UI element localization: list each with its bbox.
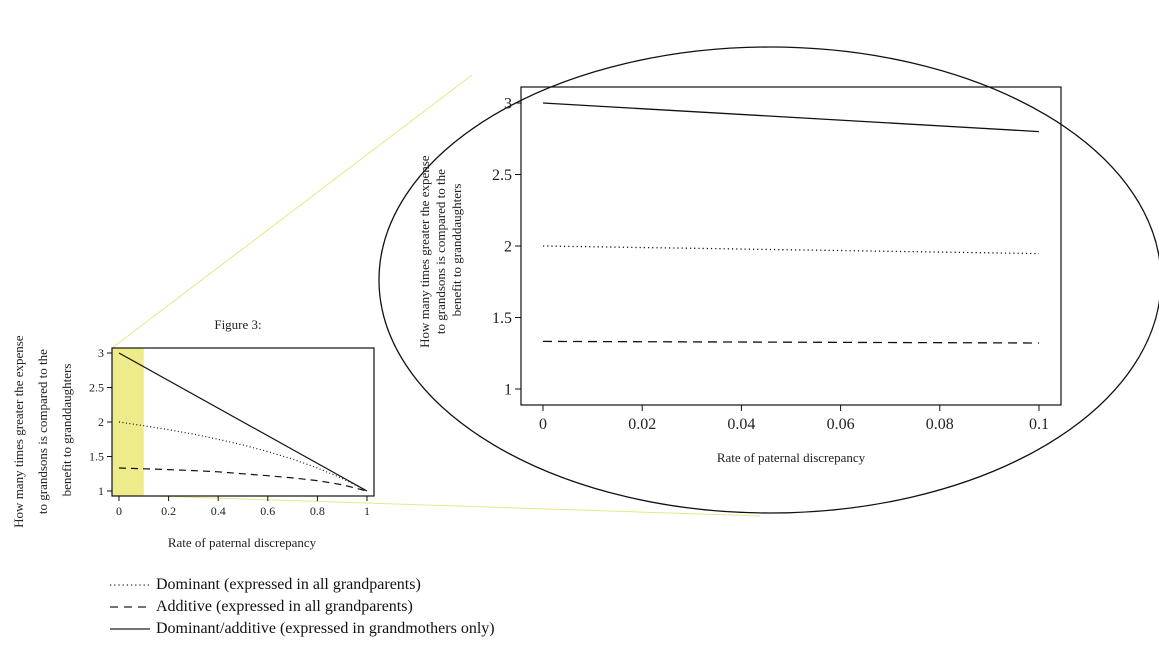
legend-swatch-dotted xyxy=(110,584,150,586)
x-tick-label: 0.2 xyxy=(161,504,176,518)
series-line-dashed xyxy=(542,340,1040,344)
legend-item-grandmothers: Dominant/additive (expressed in grandmot… xyxy=(108,618,495,640)
series-line-dotted xyxy=(542,245,1040,255)
x-tick-label: 0.4 xyxy=(211,504,226,518)
zoom-connector-top xyxy=(111,74,473,349)
figure-title: Figure 3: xyxy=(214,317,261,332)
highlight-region xyxy=(112,348,144,496)
overview-chart: 0 0.2 0.4 0.6 0.8 1 1 1.5 2 2.5 3 xyxy=(89,346,375,518)
x-tick-label: 0 xyxy=(539,416,547,433)
x-tick-label: 0.6 xyxy=(260,504,275,518)
zoomed-x-axis-label: Rate of paternal discrepancy xyxy=(717,450,866,465)
x-tick-label: 0.04 xyxy=(727,416,755,433)
y-tick-label: 1.5 xyxy=(492,310,512,327)
zoomed-chart: 0 0.02 0.04 0.06 0.08 0.1 1 1.5 2 2.5 3 xyxy=(492,86,1062,433)
series-line-dotted xyxy=(118,421,368,492)
x-tick-label: 1 xyxy=(364,504,370,518)
legend-label: Additive (expressed in all grandparents) xyxy=(156,598,413,615)
y-tick-label: 1 xyxy=(98,484,104,498)
y-tick-label: 2.5 xyxy=(492,167,512,184)
overview-y-axis-label: How many times greater the expense to gr… xyxy=(11,332,74,528)
legend-label: Dominant (expressed in all grandparents) xyxy=(156,576,421,593)
zoomed-y-label-line: How many times greater the expense xyxy=(417,155,432,348)
zoomed-y-label-line: to grandsons is compared to the xyxy=(433,169,448,334)
zoom-connector-bottom xyxy=(152,495,761,517)
legend-item-dominant: Dominant (expressed in all grandparents) xyxy=(108,574,495,596)
overview-y-label-line: How many times greater the expense xyxy=(11,335,26,528)
y-tick-label: 2 xyxy=(504,239,512,256)
y-tick-label: 1 xyxy=(504,382,512,399)
x-tick-label: 0.02 xyxy=(628,416,656,433)
overview-x-axis-label: Rate of paternal discrepancy xyxy=(168,535,317,550)
legend-label: Dominant/additive (expressed in grandmot… xyxy=(156,620,495,637)
legend-item-additive: Additive (expressed in all grandparents) xyxy=(108,596,495,618)
x-tick-label: 0.08 xyxy=(926,416,954,433)
y-tick-label: 2.5 xyxy=(89,381,104,395)
x-tick-label: 0.1 xyxy=(1029,416,1049,433)
y-tick-label: 3 xyxy=(98,346,104,360)
zoomed-y-axis-label: How many times greater the expense to gr… xyxy=(417,152,464,348)
series-line-solid xyxy=(542,102,1040,133)
plot-frame xyxy=(520,86,1062,406)
overview-y-label-line: to grandsons is compared to the xyxy=(35,349,50,514)
x-tick-label: 0.06 xyxy=(827,416,855,433)
zoom-ellipse xyxy=(378,46,1159,514)
x-tick-label: 0.8 xyxy=(310,504,325,518)
y-tick-label: 2 xyxy=(98,415,104,429)
overview-y-label-line: benefit to granddaughters xyxy=(59,364,74,497)
legend-swatch-dashed xyxy=(110,606,150,608)
zoomed-y-label-line: benefit to granddaughters xyxy=(449,184,464,317)
legend-swatch-solid xyxy=(110,628,150,630)
legend: Dominant (expressed in all grandparents)… xyxy=(108,574,495,640)
series-line-dashed xyxy=(118,467,368,492)
x-tick-label: 0 xyxy=(116,504,122,518)
y-tick-label: 1.5 xyxy=(89,450,104,464)
series-line-solid xyxy=(118,352,368,492)
y-tick-label: 3 xyxy=(504,96,512,113)
